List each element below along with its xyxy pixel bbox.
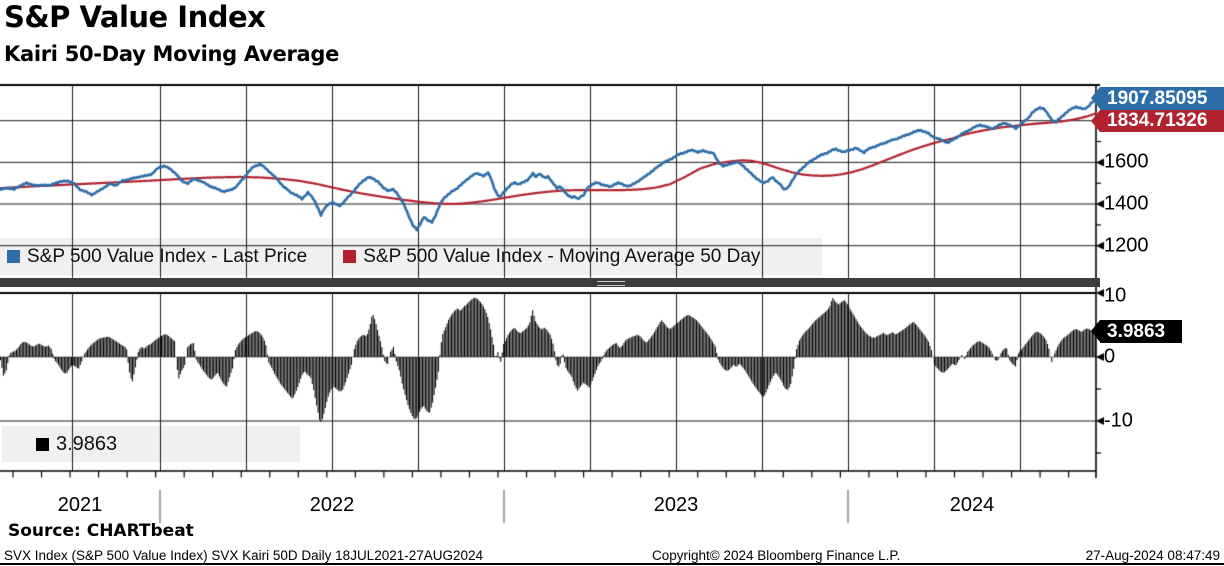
kairi-ytick-0: 0 (1104, 345, 1116, 368)
kairi-ytick--10: -10 (1104, 409, 1133, 432)
price-ytick-1600: 1600 (1104, 150, 1149, 173)
last-price-badge: 1907.85095 (1091, 87, 1224, 110)
divider-grip-icon[interactable] (597, 281, 625, 286)
moving-average-badge: 1834.71326 (1091, 110, 1224, 132)
kairi-ytick-10: 10 (1104, 284, 1127, 307)
kairi-swatch-icon (36, 437, 49, 451)
last-price-swatch-icon (7, 250, 20, 263)
price-ytick-1200: 1200 (1104, 234, 1149, 257)
legend-label: S&P 500 Value Index - Last Price (27, 245, 308, 267)
price-ytick-1400: 1400 (1104, 192, 1149, 215)
legend-label: S&P 500 Value Index - Moving Average 50 … (363, 245, 761, 267)
kairi-value-badge: 3.9863 (1091, 320, 1182, 343)
panel-divider[interactable] (0, 278, 1100, 287)
legend-item-last-price[interactable]: S&P 500 Value Index - Last Price (7, 246, 307, 268)
moving-average-swatch-icon (343, 250, 357, 263)
legend-item-moving-average[interactable]: S&P 500 Value Index - Moving Average 50 … (343, 246, 760, 268)
kairi-legend-value: 3.9863 (56, 432, 118, 455)
price-legend: S&P 500 Value Index - Last Price S&P 500… (0, 238, 829, 275)
kairi-legend[interactable]: 3.9863 (2, 426, 334, 462)
